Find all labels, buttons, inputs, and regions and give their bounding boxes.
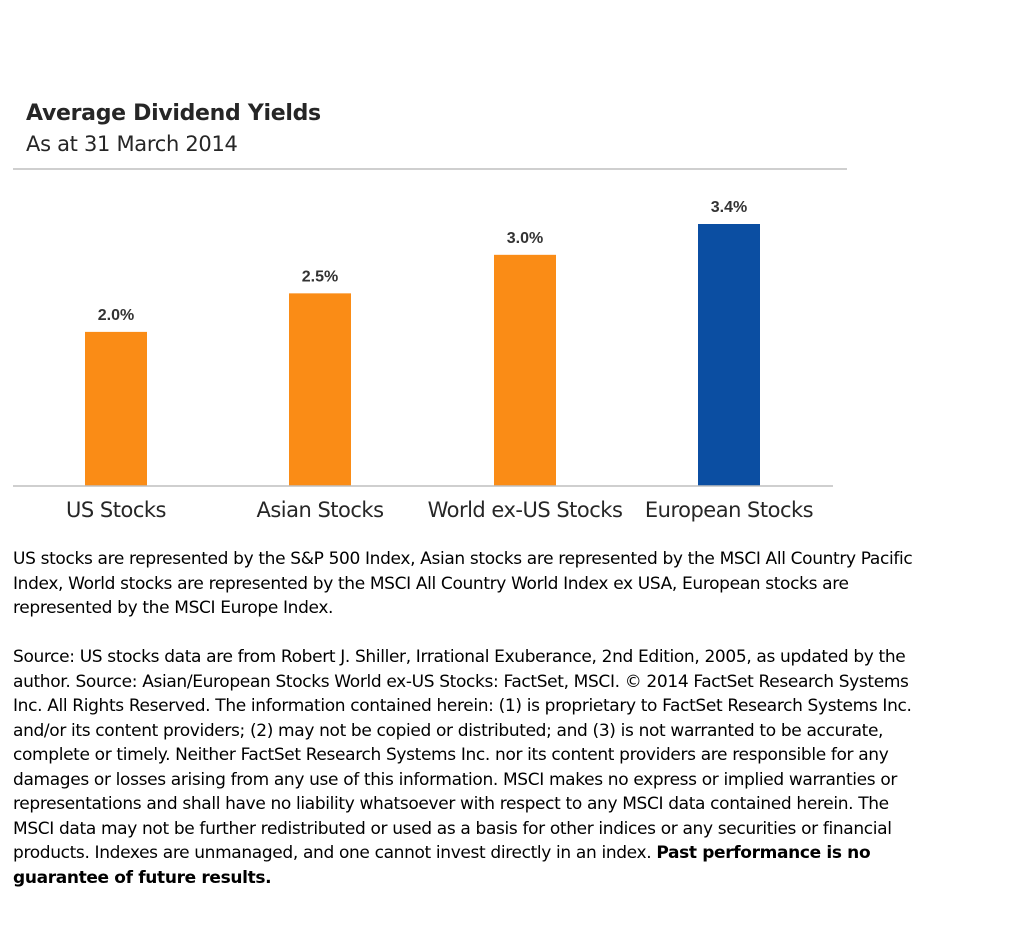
representation-note: US stocks are represented by the S&P 500… (13, 549, 913, 618)
x-tick-label: World ex-US Stocks (428, 498, 623, 522)
chart-subtitle: As at 31 March 2014 (26, 132, 238, 156)
bar-world-ex-us-stocks (494, 254, 556, 486)
data-label: 3.0% (507, 230, 543, 247)
data-labels-group: 2.0% 2.5% 3.0% 3.4% (98, 199, 747, 324)
data-label: 2.5% (302, 268, 338, 285)
x-tick-label: US Stocks (66, 498, 166, 522)
bars-group (85, 224, 760, 486)
bar-european-stocks (698, 224, 760, 486)
source-note: Source: US stocks data are from Robert J… (13, 645, 913, 890)
bar-us-stocks (85, 331, 147, 486)
x-tick-label: European Stocks (645, 498, 813, 522)
chart-title: Average Dividend Yields (26, 101, 321, 126)
bar-chart: 2.0% 2.5% 3.0% 3.4% US Stocks Asian Stocks Wo… (13, 168, 847, 522)
bar-asian-stocks (289, 293, 351, 486)
performance-disclaimer: Past performance is no guarantee of futu… (13, 843, 871, 888)
data-label: 2.0% (98, 307, 134, 324)
x-tick-labels-group: US Stocks Asian Stocks World ex-US Stocks E… (66, 498, 814, 522)
x-tick-label: Asian Stocks (256, 498, 383, 522)
data-label: 3.4% (711, 199, 747, 216)
footnotes: US stocks are represented by the S&P 500… (13, 547, 913, 915)
source-text: Source: US stocks data are from Robert J… (13, 647, 912, 863)
